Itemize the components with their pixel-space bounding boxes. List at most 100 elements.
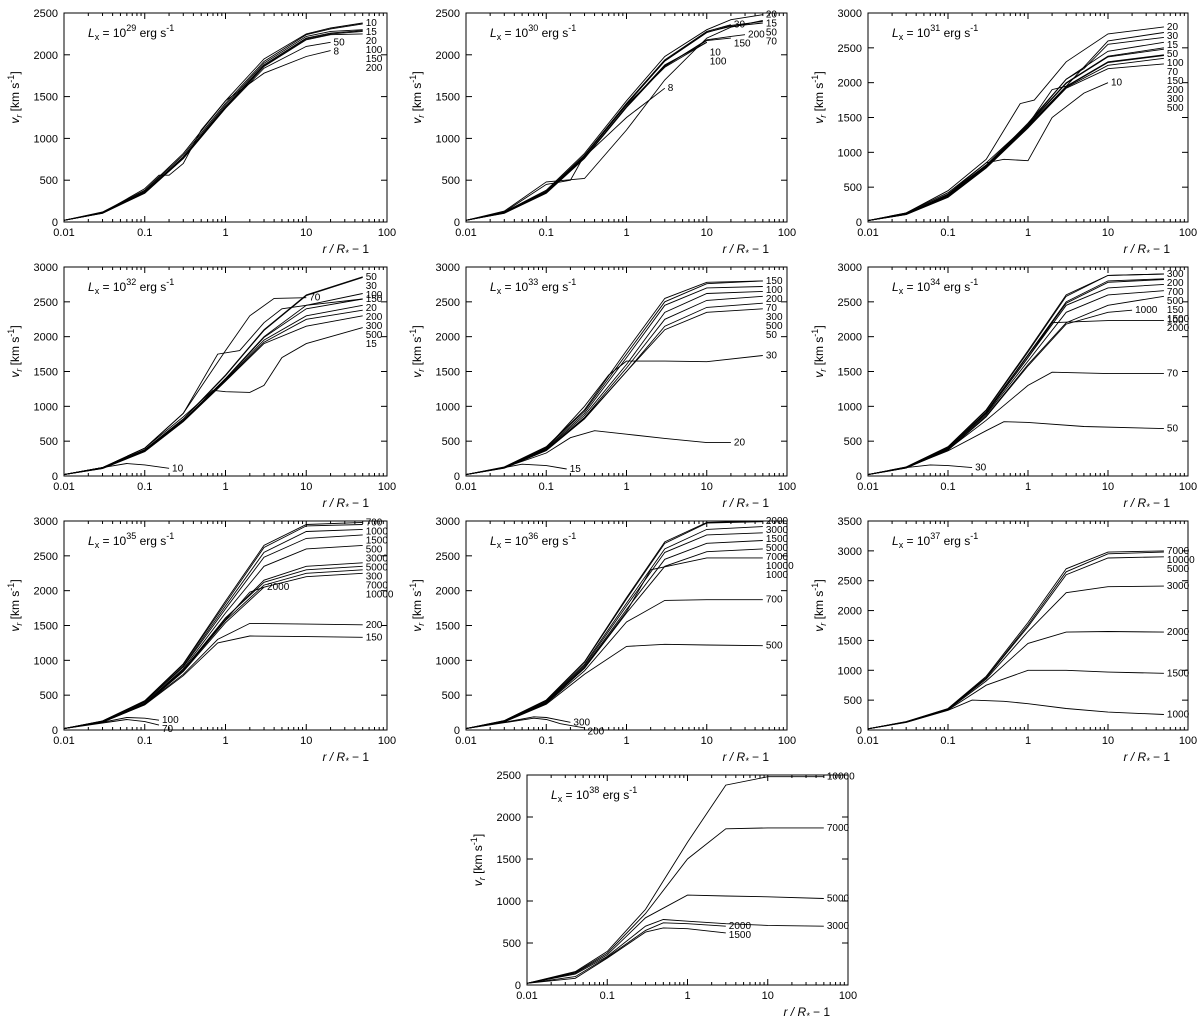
luminosity-label: Lx = 1032 erg s-1	[88, 277, 174, 296]
y-tick-label: 1000	[497, 896, 521, 908]
series-line-500	[465, 302, 763, 476]
series-line-100	[465, 41, 708, 221]
curve-label: 150	[1167, 76, 1184, 87]
y-tick-label: 0	[856, 217, 862, 229]
curve-label: 1500	[366, 535, 389, 546]
series-line-200	[465, 717, 585, 730]
x-tick-label: 100	[778, 735, 796, 747]
curve-label: 15	[366, 27, 378, 38]
y-tick-label: 0	[856, 725, 862, 737]
x-tick-label: 0.01	[455, 481, 476, 493]
curve-label: 3000	[366, 553, 389, 564]
curve-label: 50	[766, 330, 778, 341]
y-tick-label: 2000	[838, 606, 862, 618]
series-line-200	[63, 33, 363, 221]
curve-label: 100	[162, 715, 179, 726]
curve-label: 70	[1167, 67, 1179, 78]
series-line-200	[465, 286, 763, 476]
curve-label: 30	[734, 20, 746, 31]
y-tick-label: 1000	[838, 147, 862, 159]
x-tick-label: 100	[778, 481, 796, 493]
series-line-100	[63, 30, 363, 221]
plot-frame	[63, 520, 388, 731]
x-axis: 0.01 0.1 1 10 100	[455, 267, 796, 493]
y-tick-label: 2000	[34, 50, 58, 62]
series-line-10	[63, 463, 170, 476]
x-tick-label: 100	[1179, 227, 1197, 239]
curve-label: 3000	[827, 921, 850, 932]
x-tick-label: 100	[378, 481, 396, 493]
x-axis-label: r / R* − 1	[1123, 750, 1170, 766]
x-tick-label: 0.1	[940, 735, 955, 747]
x-tick-label: 1	[222, 735, 228, 747]
x-tick-label: 10	[300, 735, 312, 747]
curve-label: 200	[366, 312, 383, 323]
x-tick-label: 0.1	[940, 227, 955, 239]
luminosity-label: Lx = 1033 erg s-1	[490, 277, 576, 296]
y-tick-label: 500	[442, 690, 460, 702]
y-tick-label: 2000	[838, 332, 862, 344]
luminosity-label: Lx = 1029 erg s-1	[88, 23, 174, 42]
y-tick-label: 500	[40, 175, 58, 187]
y-tick-label: 0	[52, 725, 58, 737]
x-tick-label: 1	[684, 990, 690, 1002]
y-tick-label: 1000	[34, 133, 58, 145]
plot-frame	[465, 520, 788, 731]
x-tick-label: 1	[623, 481, 629, 493]
x-tick-label: 10	[300, 481, 312, 493]
y-tick-label: 2000	[34, 332, 58, 344]
y-tick-label: 3000	[436, 516, 460, 528]
curve-label: 2000	[766, 516, 789, 527]
y-tick-label: 1500	[34, 92, 58, 104]
curve-label: 2000	[729, 921, 752, 932]
series-line-1000	[465, 557, 763, 730]
x-tick-label: 0.01	[53, 735, 74, 747]
curve-label: 50	[766, 28, 778, 39]
series-line-50	[867, 421, 1164, 476]
plot-frame	[526, 774, 849, 986]
series-line-70	[867, 371, 1164, 476]
x-tick-label: 1	[1025, 227, 1031, 239]
series-line-3000	[526, 919, 824, 984]
y-tick-label: 1000	[436, 655, 460, 667]
series-line-5000	[465, 532, 763, 730]
x-tick-label: 0.01	[857, 227, 878, 239]
series-line-200	[465, 34, 746, 221]
y-tick-label: 500	[844, 695, 862, 707]
series-line-20	[63, 29, 363, 221]
curve-label: 200	[1167, 85, 1184, 96]
curve-label: 3000	[1167, 581, 1190, 592]
series-line-8	[63, 50, 331, 221]
curve-label: 70	[766, 303, 778, 314]
curve-label: 10	[710, 48, 722, 59]
x-axis: 0.01 0.1 1 10 100	[857, 13, 1197, 239]
y-tick-label: 1500	[34, 367, 58, 379]
y-tick-label: 0	[454, 217, 460, 229]
curve-label: 1000	[366, 526, 389, 537]
curve-label: 30	[366, 281, 378, 292]
x-tick-label: 1	[623, 227, 629, 239]
y-tick-label: 0	[52, 471, 58, 483]
curve-label: 500	[366, 330, 383, 341]
x-tick-label: 0.1	[137, 481, 152, 493]
y-tick-label: 2500	[34, 297, 58, 309]
curve-label: 1500	[1167, 314, 1190, 325]
x-axis: 0.01 0.1 1 10 100	[857, 521, 1197, 747]
series-line-15	[867, 36, 1164, 222]
x-axis: 0.01 0.1 1 10 100	[53, 13, 396, 239]
curve-label: 100	[366, 45, 383, 56]
curve-label: 500	[766, 641, 783, 652]
series-line-150	[63, 635, 363, 730]
series-line-20	[465, 14, 763, 221]
curve-label: 100	[1167, 316, 1184, 327]
y-tick-label: 1500	[34, 621, 58, 633]
